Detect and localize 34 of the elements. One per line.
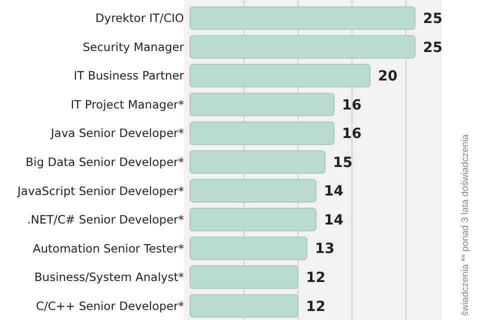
y-tick-label: IT Business Partner — [74, 68, 184, 83]
data-label: 16 — [342, 97, 362, 114]
data-label: 12 — [306, 270, 326, 286]
bar — [190, 265, 298, 289]
bar — [190, 208, 316, 232]
y-tick-label: .NET/C# Senior Developer* — [27, 212, 184, 227]
bar — [190, 150, 326, 174]
y-tick-label: Java Senior Developer* — [50, 126, 184, 140]
y-tick-label: Automation Senior Tester* — [32, 241, 184, 256]
bar — [190, 294, 298, 318]
data-label: 15 — [333, 154, 352, 171]
text: świadczenia ** ponad 3 lata doświadczenia — [460, 134, 471, 316]
y-tick-label: IT Project Manager* — [70, 97, 184, 112]
bar — [190, 6, 416, 30]
data-label: 20 — [378, 68, 398, 85]
bar — [190, 64, 370, 88]
y-tick-label: JavaScript Senior Developer* — [16, 184, 184, 198]
data-label: 25 — [423, 40, 442, 56]
bar — [190, 236, 308, 260]
data-label: 16 — [342, 126, 362, 142]
bar — [190, 121, 334, 145]
bar — [190, 179, 316, 203]
y-tick-label: Big Data Senior Developer* — [26, 155, 184, 170]
data-label: 13 — [315, 241, 334, 258]
data-label: 14 — [324, 212, 344, 228]
bar — [190, 35, 416, 59]
y-tick-label: Business/System Analyst* — [34, 270, 184, 284]
bar — [190, 92, 334, 116]
data-label: 12 — [306, 298, 326, 315]
y-tick-label: Security Manager — [82, 40, 184, 54]
y-tick-label: C/C++ Senior Developer* — [36, 298, 184, 313]
data-label: 25 — [423, 11, 442, 27]
data-label: 14 — [324, 184, 344, 200]
y-tick-label: Dyrektor IT/CIO — [95, 11, 184, 26]
